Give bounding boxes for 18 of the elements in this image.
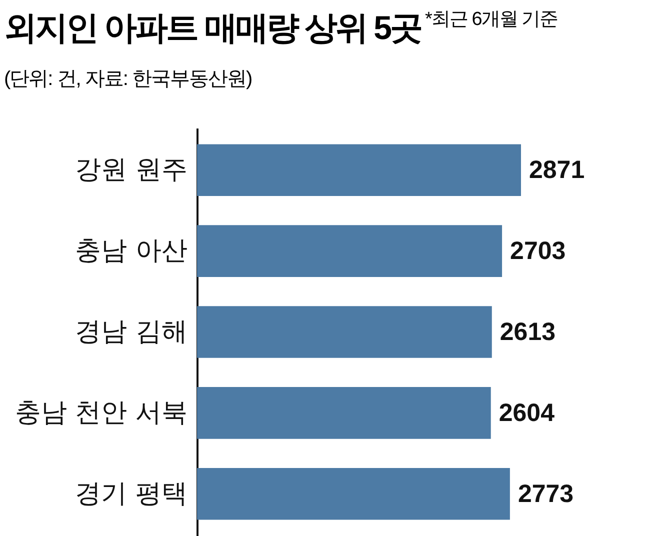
data-label: 2613: [500, 318, 556, 346]
y-tick-label: 충남 천안 서북: [14, 398, 188, 428]
y-tick-label: 경기 평택: [75, 478, 188, 509]
y-tick-label: 충남 아산: [75, 236, 188, 266]
chart-subtitle: (단위: 건, 자료: 한국부동산원): [4, 67, 253, 92]
y-tick-label: 경남 김해: [75, 317, 188, 347]
bar: [197, 225, 502, 277]
data-label: 2604: [498, 398, 555, 427]
bar: [197, 387, 491, 439]
data-label: 2773: [518, 480, 574, 508]
y-tick-label: 강원 원주: [75, 155, 188, 186]
bar: [197, 306, 492, 358]
chart-title: 외지인 아파트 매매량 상위 5곳: [4, 8, 422, 48]
data-label: 2703: [510, 237, 566, 266]
bar: [197, 144, 521, 196]
bar: [197, 468, 510, 520]
data-label: 2871: [529, 156, 585, 184]
text: *최근 6개월 기준: [425, 8, 558, 32]
